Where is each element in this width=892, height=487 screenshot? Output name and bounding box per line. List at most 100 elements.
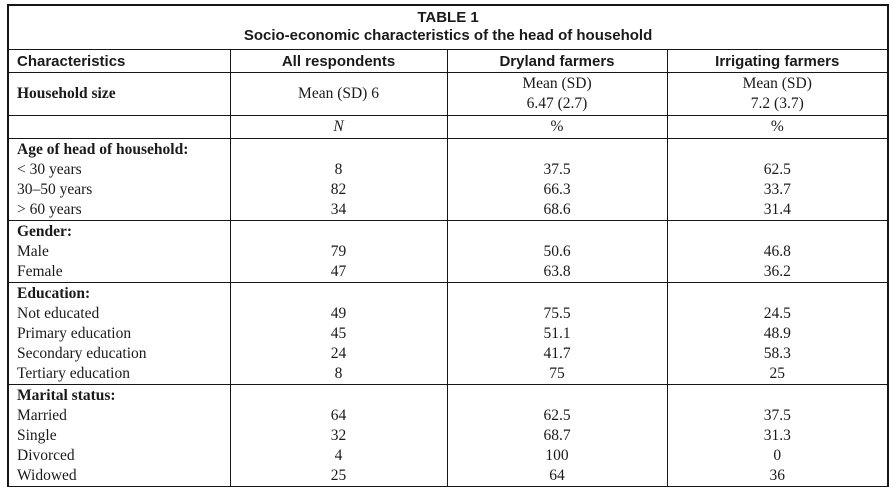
empty-cell	[229, 220, 448, 242]
row-label: Primary education	[7, 324, 231, 344]
irrigating-percent-value: 36.2	[666, 262, 889, 283]
household-size-row: Household size Mean (SD) 6 Mean (SD) 6.4…	[7, 72, 889, 116]
table-title-row: TABLE 1 Socio-economic characteristics o…	[7, 5, 889, 50]
section-header-label: Education:	[7, 282, 231, 304]
section-header-row: Age of head of household:	[7, 138, 889, 160]
irrigating-percent-value: 0	[666, 446, 889, 466]
dryland-percent-value: 50.6	[446, 242, 668, 262]
empty-cell	[446, 220, 668, 242]
irrigating-percent-value: 31.4	[666, 200, 889, 221]
table-title-cell: TABLE 1 Socio-economic characteristics o…	[7, 5, 889, 50]
dryland-percent-value: 37.5	[446, 160, 668, 180]
irrigating-percent-value: 24.5	[666, 304, 889, 324]
all-respondents-n-value: 24	[229, 344, 448, 364]
table-row: Divorced 4 100 0	[7, 446, 889, 466]
household-size-all-value: Mean (SD) 6	[229, 72, 448, 116]
empty-cell	[229, 282, 448, 304]
all-respondents-n-value: 25	[229, 466, 448, 487]
dryland-percent-value: 66.3	[446, 180, 668, 200]
col-header-dryland-farmers: Dryland farmers	[446, 49, 668, 73]
empty-cell	[229, 384, 448, 406]
empty-cell	[446, 384, 668, 406]
all-respondents-n-value: 45	[229, 324, 448, 344]
table-row: Married 64 62.5 37.5	[7, 406, 889, 426]
section-header-label: Marital status:	[7, 384, 231, 406]
unit-n-label: N	[229, 115, 448, 139]
irrigating-percent-value: 48.9	[666, 324, 889, 344]
unit-percent-label: %	[666, 115, 889, 139]
unit-row: N % %	[7, 115, 889, 139]
irrigating-percent-value: 62.5	[666, 160, 889, 180]
row-label: Widowed	[7, 466, 231, 487]
dryland-percent-value: 68.7	[446, 426, 668, 446]
col-header-all-respondents: All respondents	[229, 49, 448, 73]
section-header-row: Education:	[7, 282, 889, 304]
dryland-percent-value: 63.8	[446, 262, 668, 283]
section-header-row: Gender:	[7, 220, 889, 242]
unit-percent-label: %	[446, 115, 668, 139]
dryland-percent-value: 75	[446, 364, 668, 385]
mean-sd-value: 7.2 (3.7)	[750, 95, 804, 112]
col-header-characteristics: Characteristics	[7, 49, 231, 73]
dryland-percent-value: 41.7	[446, 344, 668, 364]
irrigating-percent-value: 37.5	[666, 406, 889, 426]
empty-cell	[229, 138, 448, 160]
all-respondents-n-value: 34	[229, 200, 448, 221]
table-number: TABLE 1	[417, 9, 479, 26]
empty-cell	[666, 384, 889, 406]
dryland-percent-value: 68.6	[446, 200, 668, 221]
household-size-label: Household size	[7, 72, 231, 116]
table-row: > 60 years 34 68.6 31.4	[7, 200, 889, 221]
household-size-dryland-value: Mean (SD) 6.47 (2.7)	[446, 72, 668, 116]
row-label: Divorced	[7, 446, 231, 466]
dryland-percent-value: 62.5	[446, 406, 668, 426]
all-respondents-n-value: 8	[229, 364, 448, 385]
mean-sd-line: Mean (SD)	[522, 75, 592, 92]
table-row: Primary education 45 51.1 48.9	[7, 324, 889, 344]
empty-cell	[666, 282, 889, 304]
all-respondents-n-value: 32	[229, 426, 448, 446]
row-label: Secondary education	[7, 344, 231, 364]
table-row: Not educated 49 75.5 24.5	[7, 304, 889, 324]
column-header-row: Characteristics All respondents Dryland …	[7, 49, 889, 73]
row-label: Male	[7, 242, 231, 262]
irrigating-percent-value: 36	[666, 466, 889, 487]
dryland-percent-value: 75.5	[446, 304, 668, 324]
row-label: Tertiary education	[7, 364, 231, 385]
row-label: Not educated	[7, 304, 231, 324]
all-respondents-n-value: 64	[229, 406, 448, 426]
row-label: > 60 years	[7, 200, 231, 221]
section-header-label: Gender:	[7, 220, 231, 242]
table-row: Widowed 25 64 36	[7, 466, 889, 487]
empty-cell	[446, 282, 668, 304]
row-label: Single	[7, 426, 231, 446]
table-row: Secondary education 24 41.7 58.3	[7, 344, 889, 364]
all-respondents-n-value: 47	[229, 262, 448, 283]
empty-cell	[666, 138, 889, 160]
irrigating-percent-value: 33.7	[666, 180, 889, 200]
col-header-irrigating-farmers: Irrigating farmers	[666, 49, 889, 73]
dryland-percent-value: 51.1	[446, 324, 668, 344]
dryland-percent-value: 100	[446, 446, 668, 466]
row-label: Married	[7, 406, 231, 426]
table-row: Single 32 68.7 31.3	[7, 426, 889, 446]
irrigating-percent-value: 46.8	[666, 242, 889, 262]
empty-cell	[446, 138, 668, 160]
all-respondents-n-value: 4	[229, 446, 448, 466]
table-body: TABLE 1 Socio-economic characteristics o…	[7, 5, 889, 487]
dryland-percent-value: 64	[446, 466, 668, 487]
empty-cell	[7, 115, 231, 139]
table-row: Male 79 50.6 46.8	[7, 242, 889, 262]
household-size-irrigating-value: Mean (SD) 7.2 (3.7)	[666, 72, 889, 116]
mean-sd-line: Mean (SD)	[742, 75, 812, 92]
irrigating-percent-value: 31.3	[666, 426, 889, 446]
section-header-row: Marital status:	[7, 384, 889, 406]
all-respondents-n-value: 49	[229, 304, 448, 324]
socioeconomic-table: TABLE 1 Socio-economic characteristics o…	[7, 4, 890, 487]
irrigating-percent-value: 58.3	[666, 344, 889, 364]
all-respondents-n-value: 79	[229, 242, 448, 262]
table-row: < 30 years 8 37.5 62.5	[7, 160, 889, 180]
row-label: 30–50 years	[7, 180, 231, 200]
all-respondents-n-value: 8	[229, 160, 448, 180]
table-row: 30–50 years 82 66.3 33.7	[7, 180, 889, 200]
